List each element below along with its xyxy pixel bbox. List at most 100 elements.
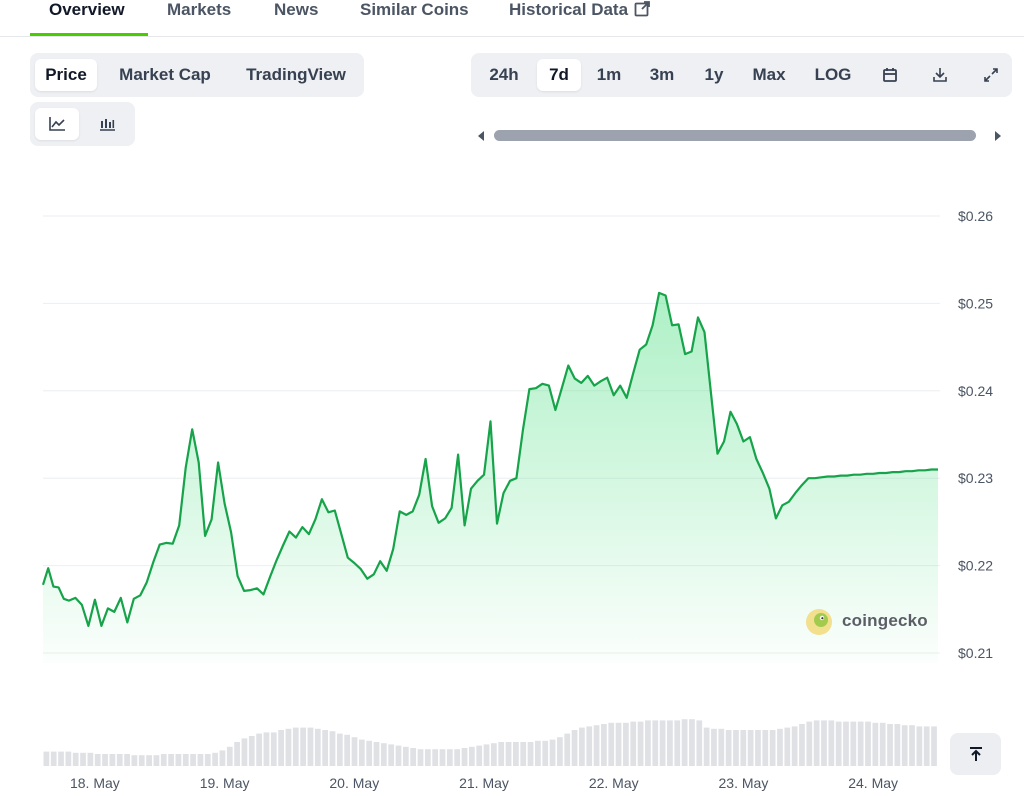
volume-bar [857,721,864,766]
volume-bar [72,752,79,766]
volume-bar [58,751,64,766]
tradingview-tab[interactable]: TradingView [246,65,346,84]
date-range-button[interactable] [873,59,907,91]
volume-bar [153,755,160,766]
range-max-button[interactable]: Max [752,65,786,84]
y-tick-label: $0.21 [958,645,993,661]
volume-bar [564,733,571,766]
volume-bar [410,748,417,766]
volume-bar [182,754,189,766]
volume-bar [652,720,659,766]
volume-bar [681,719,688,766]
volume-bar [380,743,387,766]
tab-similar-coins[interactable]: Similar Coins [360,0,469,19]
volume-bar [461,748,468,766]
volume-bar [601,724,607,766]
price-chart[interactable]: $0.21 $0.22 $0.23 $0.24 $0.25 $0.26 18. May 19… [0,150,1024,796]
x-tick-label: 20. May [329,775,379,791]
y-tick-label: $0.23 [958,470,993,486]
volume-bar [813,720,820,766]
range-1m-button[interactable]: 1m [596,65,622,84]
volume-bar [586,726,593,766]
volume-bar [102,754,108,766]
candlestick-chart-button[interactable] [85,108,129,140]
volume-bar [322,730,329,766]
volume-bar [755,730,761,766]
external-link-icon [634,1,650,17]
volume-bar [124,754,130,766]
volume-bar [703,727,710,766]
tab-historical-data[interactable]: Historical Data [509,0,651,20]
volume-bar [234,742,240,766]
active-tab-indicator [30,33,148,36]
coingecko-watermark: coingecko [805,607,935,637]
volume-bar [138,755,145,766]
scroll-to-top-button[interactable] [950,733,1001,775]
price-area [43,292,938,663]
volume-bar [388,744,395,766]
volume-bar [160,754,167,766]
volume-bar [887,724,893,766]
volume-bar [358,739,365,766]
volume-bar [292,727,299,766]
chart-scrollbar[interactable] [474,126,1008,146]
price-tab[interactable]: Price [35,59,97,91]
range-24h-button[interactable]: 24h [489,65,519,84]
x-tick-label: 24. May [848,775,898,791]
range-7d-button[interactable]: 7d [537,59,581,91]
volume-bar [248,736,255,766]
volume-bar [109,754,116,766]
volume-bar [366,740,373,766]
range-1y-button[interactable]: 1y [704,65,724,84]
volume-bar [219,750,226,766]
volume-bar [351,737,358,766]
scroll-right-arrow[interactable] [995,131,1001,141]
market-cap-tab[interactable]: Market Cap [119,65,211,84]
volume-bar [432,749,439,766]
volume-bar [468,746,475,766]
volume-bar [711,728,717,766]
volume-bar [336,733,343,766]
tab-overview[interactable]: Overview [49,0,125,19]
volume-bar [116,754,123,766]
volume-bar [505,742,512,766]
volume-bar [872,722,879,766]
volume-bar [527,742,534,766]
log-scale-button[interactable]: LOG [814,65,852,84]
x-tick-label: 22. May [589,775,639,791]
volume-bar [476,745,483,766]
volume-bar [806,721,813,766]
volume-bar [439,749,446,766]
volume-bar [593,725,600,766]
volume-bar [630,721,637,766]
volume-bar [535,740,541,766]
volume-bar [762,730,769,766]
volume-bar [689,719,695,766]
volume-bar [659,720,666,766]
volume-bar [865,721,871,766]
download-chart-button[interactable] [923,59,957,91]
volume-bar [65,751,72,766]
volume-bar [513,742,519,766]
volume-bar [667,720,673,766]
coin-page-tabs: Overview Markets News Similar Coins Hist… [0,0,1024,37]
y-tick-label: $0.25 [958,295,993,311]
volume-bar [615,722,622,766]
volume-bar [637,721,644,766]
download-icon [933,68,947,82]
volume-bar [270,732,277,766]
volume-bar [909,725,915,766]
tab-news[interactable]: News [274,0,319,19]
range-3m-button[interactable]: 3m [649,65,675,84]
volume-bar [314,728,321,766]
fullscreen-button[interactable] [974,59,1008,91]
tab-markets[interactable]: Markets [167,0,232,19]
scroll-left-arrow[interactable] [478,131,484,141]
volume-bar [549,739,556,766]
volume-bar [424,749,431,766]
volume-bar [80,752,86,766]
line-chart-button[interactable] [35,108,79,140]
y-tick-label: $0.24 [958,383,993,399]
volume-bar [843,721,849,766]
scrollbar-thumb[interactable] [494,130,976,141]
